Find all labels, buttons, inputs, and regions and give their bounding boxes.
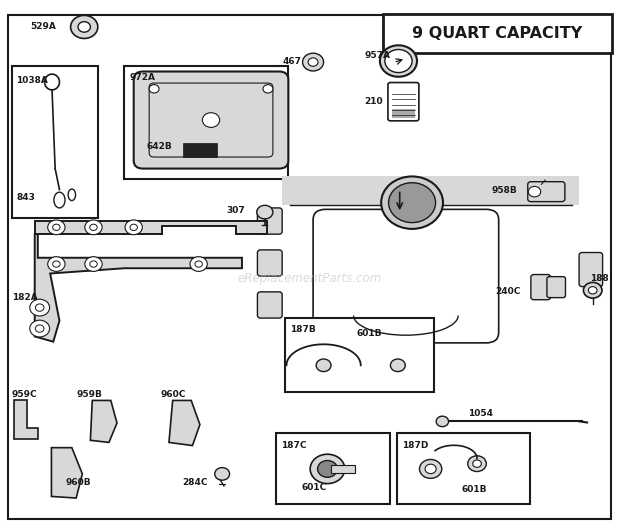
Circle shape [149, 85, 159, 93]
Text: 284C: 284C [182, 478, 208, 487]
Circle shape [35, 325, 44, 332]
Circle shape [195, 261, 202, 267]
Bar [276, 433, 391, 504]
FancyBboxPatch shape [149, 83, 273, 157]
Circle shape [48, 257, 65, 271]
Bar [125, 66, 288, 179]
Text: 642B: 642B [147, 141, 172, 150]
Polygon shape [35, 221, 267, 234]
FancyBboxPatch shape [531, 275, 551, 300]
Circle shape [85, 257, 102, 271]
Text: 960C: 960C [161, 390, 185, 399]
Ellipse shape [68, 189, 76, 200]
Text: 957A: 957A [365, 51, 391, 60]
Circle shape [391, 359, 405, 371]
Polygon shape [91, 400, 117, 442]
Circle shape [78, 22, 91, 32]
FancyBboxPatch shape [134, 72, 288, 168]
Circle shape [48, 220, 65, 235]
Circle shape [528, 186, 541, 197]
Ellipse shape [54, 192, 65, 208]
Text: 187C: 187C [281, 441, 306, 450]
Circle shape [583, 282, 602, 298]
Polygon shape [14, 400, 38, 439]
Text: 240C: 240C [495, 287, 521, 296]
Text: 182A: 182A [12, 292, 38, 301]
Bar [397, 433, 529, 504]
Text: 960B: 960B [66, 478, 91, 487]
Circle shape [35, 304, 44, 311]
Text: 601B: 601B [461, 485, 487, 494]
Bar [383, 14, 612, 53]
Text: 188: 188 [590, 274, 609, 283]
Text: 972A: 972A [130, 73, 156, 82]
Text: 467: 467 [282, 56, 301, 66]
Circle shape [381, 176, 443, 229]
Text: 307: 307 [226, 206, 246, 215]
FancyBboxPatch shape [260, 161, 601, 391]
Circle shape [425, 464, 436, 473]
Text: 601B: 601B [356, 329, 382, 338]
Circle shape [380, 45, 417, 77]
Circle shape [190, 257, 207, 271]
FancyBboxPatch shape [388, 83, 419, 121]
FancyBboxPatch shape [528, 181, 565, 201]
Circle shape [85, 220, 102, 235]
Circle shape [317, 461, 337, 477]
Circle shape [303, 53, 324, 71]
Circle shape [257, 205, 273, 219]
Text: 1038A: 1038A [16, 76, 47, 85]
Circle shape [71, 15, 98, 38]
Circle shape [436, 416, 448, 427]
Circle shape [90, 224, 97, 230]
Circle shape [53, 224, 60, 230]
Text: 958B: 958B [492, 186, 518, 195]
Text: 529A: 529A [30, 23, 56, 32]
FancyBboxPatch shape [257, 292, 282, 318]
Circle shape [310, 454, 345, 483]
Polygon shape [35, 234, 242, 342]
Circle shape [389, 183, 436, 222]
Bar [392, 109, 415, 118]
Circle shape [385, 49, 412, 73]
Circle shape [30, 320, 50, 337]
Text: 959C: 959C [12, 390, 37, 399]
Bar [285, 318, 434, 391]
Circle shape [53, 261, 60, 267]
Polygon shape [169, 400, 200, 446]
Circle shape [467, 456, 486, 471]
FancyBboxPatch shape [579, 252, 603, 287]
Text: 187D: 187D [402, 441, 428, 450]
Polygon shape [51, 448, 82, 498]
FancyBboxPatch shape [277, 174, 584, 378]
Text: 1054: 1054 [467, 409, 493, 418]
Bar [330, 464, 355, 473]
FancyBboxPatch shape [257, 208, 282, 234]
Text: 9 QUART CAPACITY: 9 QUART CAPACITY [412, 26, 583, 41]
FancyBboxPatch shape [547, 277, 565, 298]
Text: eReplacementParts.com: eReplacementParts.com [238, 272, 382, 285]
Text: 601C: 601C [302, 483, 327, 492]
Bar [282, 176, 579, 205]
Circle shape [202, 113, 219, 127]
Circle shape [215, 468, 229, 480]
Bar [183, 144, 217, 157]
Circle shape [263, 85, 273, 93]
Text: 959B: 959B [76, 390, 102, 399]
Text: 210: 210 [364, 97, 383, 106]
Text: 843: 843 [17, 193, 36, 202]
Circle shape [90, 261, 97, 267]
Circle shape [472, 460, 481, 467]
Circle shape [316, 359, 331, 371]
Circle shape [588, 287, 597, 294]
Circle shape [30, 299, 50, 316]
FancyBboxPatch shape [313, 209, 498, 343]
Text: 187B: 187B [290, 325, 316, 334]
FancyBboxPatch shape [257, 250, 282, 276]
Circle shape [130, 224, 138, 230]
Circle shape [308, 58, 318, 66]
Circle shape [125, 220, 143, 235]
Circle shape [420, 460, 442, 478]
Bar [12, 66, 99, 218]
